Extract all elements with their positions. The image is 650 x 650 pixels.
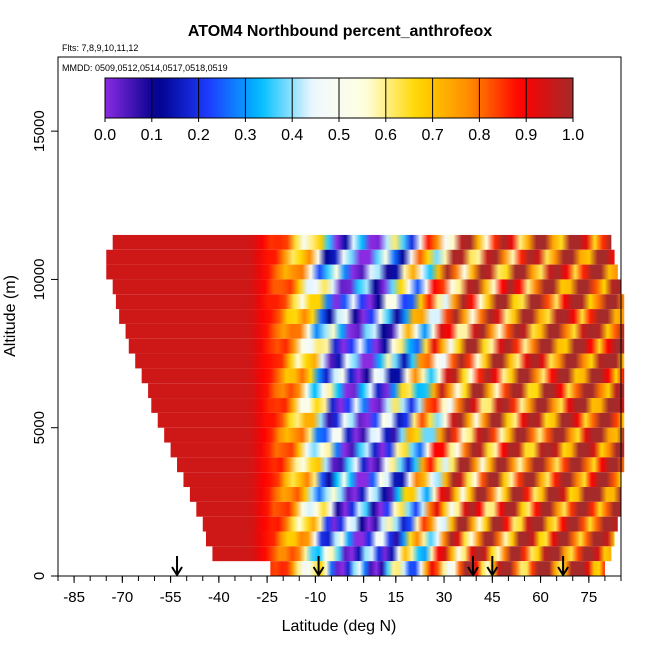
- x-tick-label: 60: [532, 589, 549, 606]
- x-axis: -85 -70 -55 -40 -25 -10 5 15 30 45 60 75: [57, 576, 622, 606]
- plot-frame: [57, 56, 622, 577]
- colorbar-tick-label: 1.0: [562, 127, 584, 144]
- colorbar-tick-label: 0.1: [141, 127, 163, 144]
- plot-area: [106, 234, 625, 576]
- heatmap-band: [157, 412, 625, 428]
- heatmap-band: [112, 234, 612, 250]
- heatmap-band: [128, 338, 625, 354]
- y-axis-label: Altitude (m): [2, 275, 19, 357]
- heatmap-band: [125, 323, 625, 339]
- heatmap-band: [135, 353, 625, 369]
- x-tick-label: 15: [387, 589, 404, 606]
- colorbar-tick-label: 0.5: [328, 127, 350, 144]
- heatmap-band: [151, 398, 625, 413]
- heatmap-band: [196, 501, 621, 517]
- heatmap-band: [106, 249, 615, 265]
- profile-arrow-head: [467, 566, 479, 577]
- profile-arrow-head: [171, 566, 183, 577]
- heatmap-band: [115, 294, 625, 310]
- dates-label: MMDD: 0509,0512,0514,0517,0518,0519: [62, 63, 228, 73]
- colorbar-tick-label: 0.4: [281, 127, 303, 144]
- x-tick-label: -25: [256, 589, 278, 606]
- profile-arrow-head: [312, 566, 325, 577]
- heatmap-band: [212, 546, 612, 562]
- colorbar-tick-label: 0.2: [187, 127, 209, 144]
- profile-arrow-head: [486, 566, 499, 577]
- colorbar-tick-label: 0.0: [94, 127, 116, 144]
- x-tick-label: -85: [63, 589, 85, 606]
- heatmap-band: [189, 487, 621, 502]
- heatmap-band: [119, 309, 625, 324]
- x-axis-label: Latitude (deg N): [282, 618, 397, 635]
- colorbar-tick-label: 0.8: [468, 127, 490, 144]
- heatmap-band: [270, 561, 605, 576]
- x-tick-label: 30: [436, 589, 453, 606]
- y-axis: 0 5000 10000 15000: [31, 110, 58, 580]
- heatmap-band: [112, 279, 621, 295]
- y-tick-label: 15000: [31, 110, 48, 152]
- flights-label: Flts: 7,8,9,10,11,12: [62, 43, 138, 53]
- heatmap-band: [164, 427, 625, 443]
- colorbar-tick-label: 0.7: [421, 127, 443, 144]
- heatmap-band: [177, 457, 625, 473]
- heatmap-band: [170, 442, 625, 458]
- x-tick-label: -55: [160, 589, 182, 606]
- profile-arrow-head: [557, 566, 569, 577]
- profile-markers: [171, 556, 569, 577]
- x-tick-label: -40: [208, 589, 230, 606]
- heatmap-band: [148, 383, 625, 399]
- x-tick-label: 45: [484, 589, 501, 606]
- x-tick-label: 5: [359, 589, 367, 606]
- colorbar-tick-labels: 0.0 0.1 0.2 0.3 0.4 0.5 0.6 0.7 0.8 0.9 1.0: [94, 78, 584, 144]
- colorbar-tick-label: 0.9: [515, 127, 537, 144]
- chart-title: ATOM4 Northbound percent_anthrofeox: [188, 23, 492, 40]
- heatmap-band: [106, 264, 618, 280]
- heatmap-band: [205, 531, 615, 547]
- heatmap-band: [141, 368, 625, 384]
- heatmap-band: [202, 516, 618, 532]
- colorbar-tick-label: 0.6: [375, 127, 397, 144]
- y-tick-label: 10000: [31, 259, 48, 301]
- colorbar-tick-label: 0.3: [234, 127, 256, 144]
- y-tick-label: 0: [31, 572, 48, 580]
- y-tick-label: 5000: [31, 411, 48, 444]
- heatmap-band: [183, 472, 621, 488]
- x-tick-label: -70: [111, 589, 133, 606]
- x-tick-label: 75: [580, 589, 597, 606]
- x-tick-label: -10: [305, 589, 327, 606]
